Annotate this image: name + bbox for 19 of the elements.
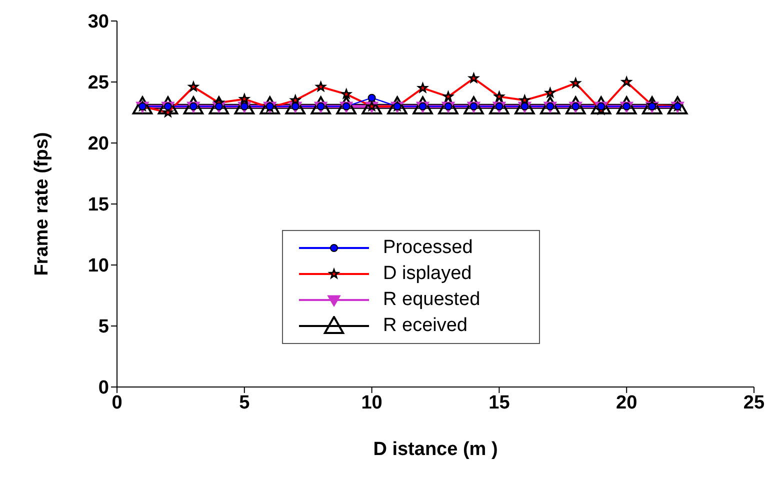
- x-tick-label: 5: [239, 392, 250, 414]
- y-tick-label: 30: [88, 12, 109, 33]
- y-tick-label: 15: [88, 194, 110, 216]
- x-tick-label: 15: [488, 392, 510, 414]
- y-tick-label: 20: [88, 134, 109, 155]
- x-axis-title: D istance (m ): [373, 439, 498, 460]
- x-tick-label: 10: [361, 392, 382, 414]
- y-tick-label: 25: [88, 72, 110, 94]
- legend-label: R eceived: [383, 315, 468, 337]
- legend-label: R equested: [383, 289, 480, 311]
- y-tick-label: 0: [98, 378, 109, 399]
- legend-label: Processed: [383, 237, 473, 259]
- x-tick-label: 20: [616, 392, 638, 414]
- x-tick-label: 25: [743, 392, 765, 414]
- x-tick-label: 0: [112, 392, 122, 414]
- legend-label: D isplayed: [383, 263, 472, 285]
- y-tick-label: 10: [88, 256, 109, 277]
- y-tick-label: 5: [98, 316, 110, 338]
- y-axis-title: Frame rate (fps): [32, 132, 53, 276]
